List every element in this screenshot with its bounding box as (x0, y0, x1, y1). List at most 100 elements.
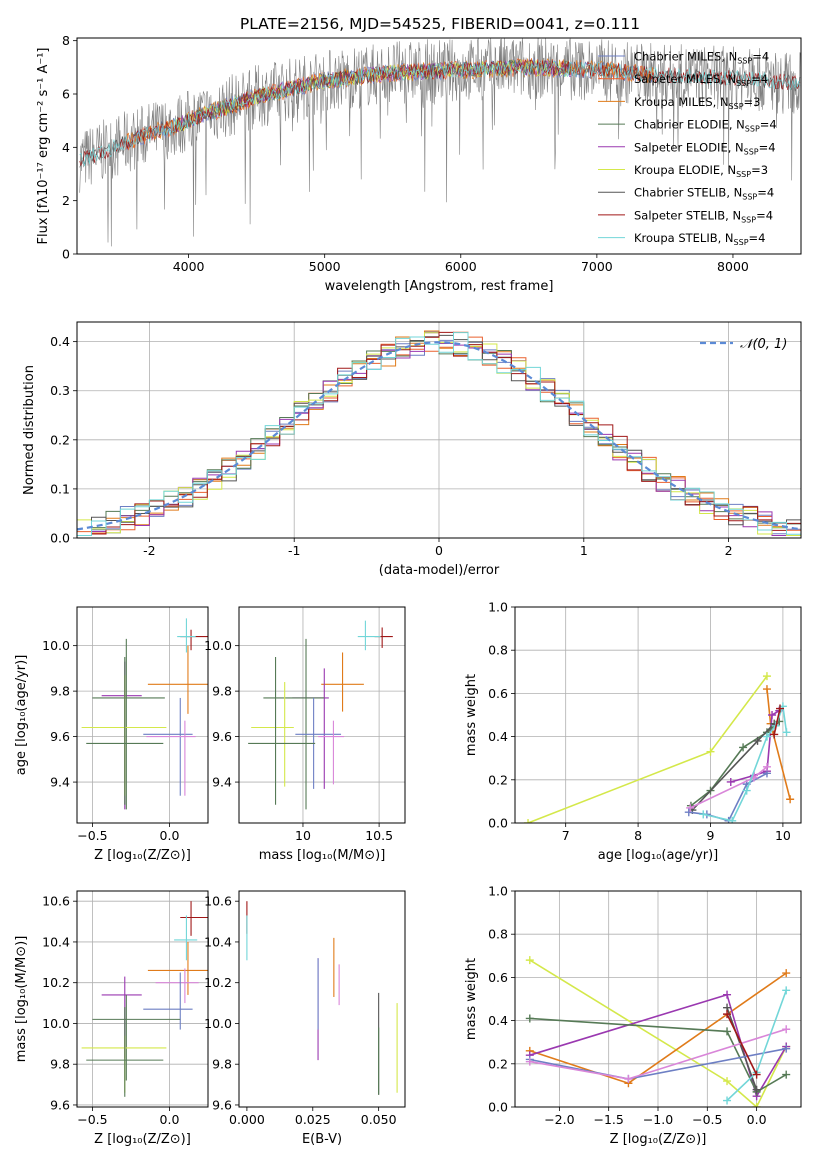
y-tick-label: 9.8 (50, 684, 70, 699)
spectrum-legend: Chabrier MILES, NSSP=4 Salpeter MILES, NS… (598, 50, 777, 247)
x-axis-label: wavelength [Angstrom, rest frame] (325, 279, 554, 294)
legend-entry: Chabrier ELODIE, NSSP=4 (634, 118, 777, 134)
errorbars (248, 620, 393, 810)
x-tick-label: 0.000 (229, 1112, 265, 1127)
errorbars (81, 618, 208, 810)
legend-entry: Chabrier STELIB, NSSP=4 (634, 186, 774, 202)
weight-line (726, 1013, 758, 1075)
y-tick-label: 0.8 (488, 927, 508, 942)
weight-line (730, 710, 780, 783)
weight-marker (686, 803, 695, 812)
y-tick-label: 0.0 (488, 1100, 508, 1115)
y-tick-label: 0.0 (50, 531, 70, 546)
age-vs-Z-panel: −0.5 0.0 9.4 9.6 9.8 10.0 Z [log₁₀(Z/Z⊙)] age [… (14, 606, 209, 863)
y-tick-label: 9.6 (212, 729, 232, 744)
histogram (77, 330, 801, 536)
x-tick-label: -2 (143, 543, 155, 558)
weight-marker (786, 795, 795, 804)
x-tick-label: 4000 (173, 259, 205, 274)
weight-marker (739, 743, 748, 752)
axes-frame (76, 606, 209, 824)
weight-marker (525, 1057, 534, 1066)
weight-marker (782, 969, 791, 978)
weight-marker (752, 1070, 761, 1079)
legend-entry: Kroupa MILES, NSSP=3 (634, 95, 760, 111)
y-axis-label: mass weight (464, 674, 479, 756)
y-tick-label: 9.6 (50, 1097, 70, 1112)
weight-marker (699, 810, 708, 819)
y-tick-label: 10.0 (42, 1016, 70, 1031)
model-spectrum (79, 59, 801, 166)
axes-frame (238, 890, 406, 1108)
legend-entry: Kroupa ELODIE, NSSP=3 (634, 163, 768, 179)
x-tick-label: −1.0 (643, 1112, 673, 1127)
axes-frame (76, 890, 209, 1108)
y-tick-label: 9.6 (212, 1097, 232, 1112)
weight-marker (728, 816, 737, 823)
x-tick-label: 8 (634, 828, 642, 843)
weight-lines (525, 956, 791, 1107)
weight-line (689, 766, 768, 809)
legend-entry: Kroupa STELIB, NSSP=4 (634, 231, 765, 247)
weight-marker (752, 1085, 761, 1094)
x-axis-label: E(B-V) (302, 1132, 342, 1147)
x-tick-label: 7000 (581, 259, 613, 274)
x-tick-label: 8000 (717, 259, 749, 274)
x-tick-label: 10 (775, 828, 791, 843)
x-axis-label: (data-model)/error (379, 563, 500, 578)
y-axis-label: age [log₁₀(age/yr)] (14, 655, 29, 776)
weight-marker (726, 777, 735, 786)
weight-marker (768, 711, 777, 719)
y-tick-label: 0.6 (488, 686, 508, 701)
x-tick-label: 2 (725, 543, 733, 558)
y-tick-label: 9.8 (212, 684, 232, 699)
weight-line (773, 708, 781, 735)
y-axis-label: mass [log₁₀(M/M⊙)] (14, 936, 29, 1063)
x-tick-label: 10 (295, 828, 311, 843)
weight-line (529, 959, 787, 1107)
y-tick-label: 10.0 (204, 1016, 232, 1031)
y-tick-label: 0.2 (488, 772, 508, 787)
errorbars (246, 901, 398, 1095)
x-tick-label: 10.5 (365, 828, 393, 843)
y-tick-label: 0.1 (50, 481, 70, 496)
weight-marker (762, 685, 771, 694)
x-tick-label: 0.025 (295, 1112, 331, 1127)
x-tick-label: 9 (707, 828, 715, 843)
x-axis-label: Z [log₁₀(Z/Z⊙)] (94, 1132, 191, 1147)
weight-marker (770, 730, 779, 739)
y-tick-label: 1.0 (488, 884, 508, 899)
figure-title: PLATE=2156, MJD=54525, FIBERID=0041, z=0… (240, 15, 640, 33)
weight-marker (525, 956, 534, 965)
x-tick-label: -1 (288, 543, 300, 558)
legend-entry: Salpeter MILES, NSSP=4 (634, 72, 768, 88)
weight-marker (706, 747, 715, 756)
weight-marker (753, 736, 762, 745)
weight-line (527, 675, 768, 823)
weight-marker (723, 1027, 732, 1036)
axes-frame (76, 321, 802, 539)
mass-vs-ebv-panel: 0.000 0.025 0.050 9.6 9.8 10.0 10.2 10.4 10.6 E(B… (204, 890, 406, 1147)
histogram (77, 332, 801, 536)
weight-marker (624, 1074, 633, 1083)
y-tick-label: 10.6 (42, 894, 70, 909)
weight-marker (684, 808, 693, 817)
y-tick-label: 6 (62, 87, 70, 102)
histograms (77, 330, 801, 536)
axes-frame (76, 37, 802, 255)
x-tick-label: −1.5 (594, 1112, 624, 1127)
x-tick-label: 1 (580, 543, 588, 558)
y-tick-label: 0.4 (488, 1013, 508, 1028)
x-tick-label: 5000 (309, 259, 341, 274)
weight-marker (782, 1070, 791, 1079)
y-tick-label: 9.4 (212, 775, 232, 790)
y-tick-label: 10.6 (204, 894, 232, 909)
model-spectrum (79, 60, 801, 167)
x-tick-label: 6000 (445, 259, 477, 274)
y-tick-label: 2 (62, 193, 70, 208)
y-tick-label: 0.3 (50, 383, 70, 398)
x-tick-label: −2.0 (544, 1112, 574, 1127)
weight-marker (752, 1103, 761, 1107)
y-tick-label: 0.4 (488, 729, 508, 744)
